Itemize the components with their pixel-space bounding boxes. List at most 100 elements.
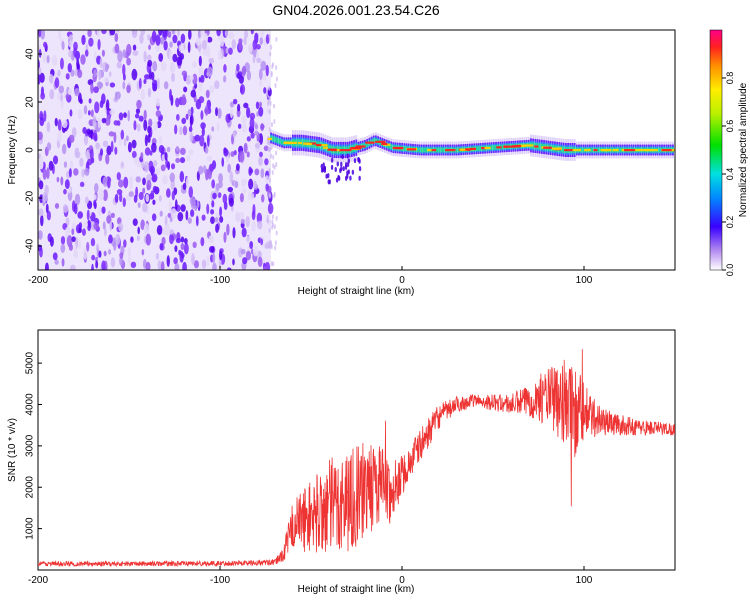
heatmap-cell — [275, 162, 278, 168]
heatmap-cell — [481, 147, 487, 150]
heatmap-cell — [252, 54, 256, 64]
heatmap-cell — [149, 165, 156, 175]
heatmap-cell — [42, 52, 47, 64]
heatmap-cell — [61, 258, 65, 267]
heatmap-cell — [127, 256, 131, 264]
heatmap-cell — [58, 85, 65, 94]
heatmap-cell — [349, 175, 352, 181]
heatmap-cell — [190, 106, 194, 116]
heatmap-cell — [169, 233, 174, 245]
heatmap-cell — [264, 158, 269, 166]
heatmap-cell — [65, 73, 70, 80]
heatmap-cell — [260, 238, 264, 246]
heatmap-cell — [224, 30, 228, 37]
heatmap-cell — [227, 186, 233, 193]
heatmap-cell — [623, 149, 636, 152]
heatmap-cell — [200, 74, 205, 83]
heatmap-cell — [103, 250, 107, 257]
heatmap-cell — [425, 147, 428, 153]
heatmap-cell — [57, 131, 62, 143]
heatmap-cell — [195, 215, 199, 227]
heatmap-cell — [101, 260, 106, 270]
heatmap-cell — [201, 259, 207, 269]
heatmap-cell — [86, 241, 90, 252]
colorbar-ticks: 0.0 0.2 0.4 0.6 0.8 — [722, 72, 735, 276]
snr-panel: -200 -100 0 100 1000 2000 3000 4000 5000 Height… — [7, 329, 676, 595]
heatmap-cell — [96, 30, 100, 38]
heatmap-cell — [323, 146, 328, 149]
heatmap-cell — [155, 34, 161, 46]
heatmap-cell — [358, 175, 361, 181]
heatmap-cell — [260, 30, 264, 38]
heatmap-cell — [244, 30, 249, 39]
heatmap-cell — [200, 122, 206, 130]
heatmap-cell — [113, 240, 117, 251]
heatmap-cell — [355, 145, 361, 148]
heatmap-cell — [275, 36, 278, 42]
heatmap-cell — [65, 93, 70, 100]
snr-y-axis: 1000 2000 3000 4000 5000 — [25, 352, 42, 540]
heatmap-cell — [43, 110, 47, 122]
heatmap-cell — [246, 136, 251, 142]
heatmap-cell — [101, 49, 105, 57]
heatmap-cell — [353, 158, 357, 164]
heatmap-cell — [218, 180, 223, 189]
heatmap-cell — [431, 149, 437, 152]
heatmap-cell — [132, 50, 139, 57]
heatmap-cell — [297, 141, 302, 145]
heatmap-cell — [273, 164, 276, 170]
heatmap-cell — [330, 164, 334, 170]
heatmap-cell — [80, 54, 86, 65]
heatmap-cell — [123, 176, 129, 189]
heatmap-cell — [143, 50, 147, 63]
heatmap-cell — [48, 160, 54, 171]
heatmap-cell — [89, 148, 94, 161]
heatmap-cell — [126, 57, 132, 66]
heatmap-cell — [152, 60, 158, 72]
heatmap-cell — [272, 261, 275, 267]
heatmap-cell — [232, 227, 236, 239]
heatmap-cell — [336, 149, 342, 152]
heatmap-cell — [248, 43, 253, 54]
heatmap-cell — [139, 33, 144, 44]
heatmap-cell — [179, 250, 184, 263]
heatmap-cell — [275, 150, 278, 156]
heatmap-cell — [95, 260, 99, 269]
heatmap-cell — [174, 245, 178, 253]
heatmap-cell — [67, 62, 72, 73]
heatmap-cell — [232, 98, 238, 105]
heatmap-cell — [38, 67, 42, 75]
heatmap-cell — [73, 168, 79, 176]
heatmap-cell — [273, 193, 276, 199]
heatmap-cell — [122, 64, 126, 76]
heatmap-cell — [179, 171, 185, 183]
heatmap-cell — [218, 173, 223, 183]
heatmap-cell — [142, 177, 146, 186]
heatmap-cell — [275, 76, 278, 82]
heatmap-cell — [584, 149, 591, 152]
heatmap-cell — [69, 109, 73, 117]
heatmap-cell — [128, 191, 134, 198]
heatmap-cell — [254, 141, 261, 153]
heatmap-cell — [119, 252, 124, 259]
heatmap-cell — [143, 119, 148, 131]
heatmap-cell — [141, 248, 145, 256]
heatmap-x-axis: -200 -100 0 100 — [28, 266, 593, 286]
heatmap-cell — [138, 115, 144, 122]
heatmap-cell — [188, 126, 193, 133]
heatmap-cell — [241, 65, 247, 76]
heatmap-cell — [169, 62, 175, 74]
heatmap-cell — [123, 239, 127, 248]
heatmap-cell — [210, 209, 215, 215]
heatmap-cell — [117, 50, 123, 63]
heatmap-cell — [236, 63, 240, 72]
heatmap-cell — [388, 143, 390, 149]
y-tick-label: -20 — [25, 190, 36, 205]
colorbar-tick-label: 0.2 — [725, 216, 735, 229]
colorbar-label: Normalized spectral amplitude — [738, 82, 749, 217]
heatmap-cell — [593, 149, 598, 152]
heatmap-cell — [200, 30, 205, 38]
heatmap-cell — [268, 177, 271, 183]
heatmap-cell — [232, 130, 237, 138]
heatmap-cell — [490, 145, 493, 151]
